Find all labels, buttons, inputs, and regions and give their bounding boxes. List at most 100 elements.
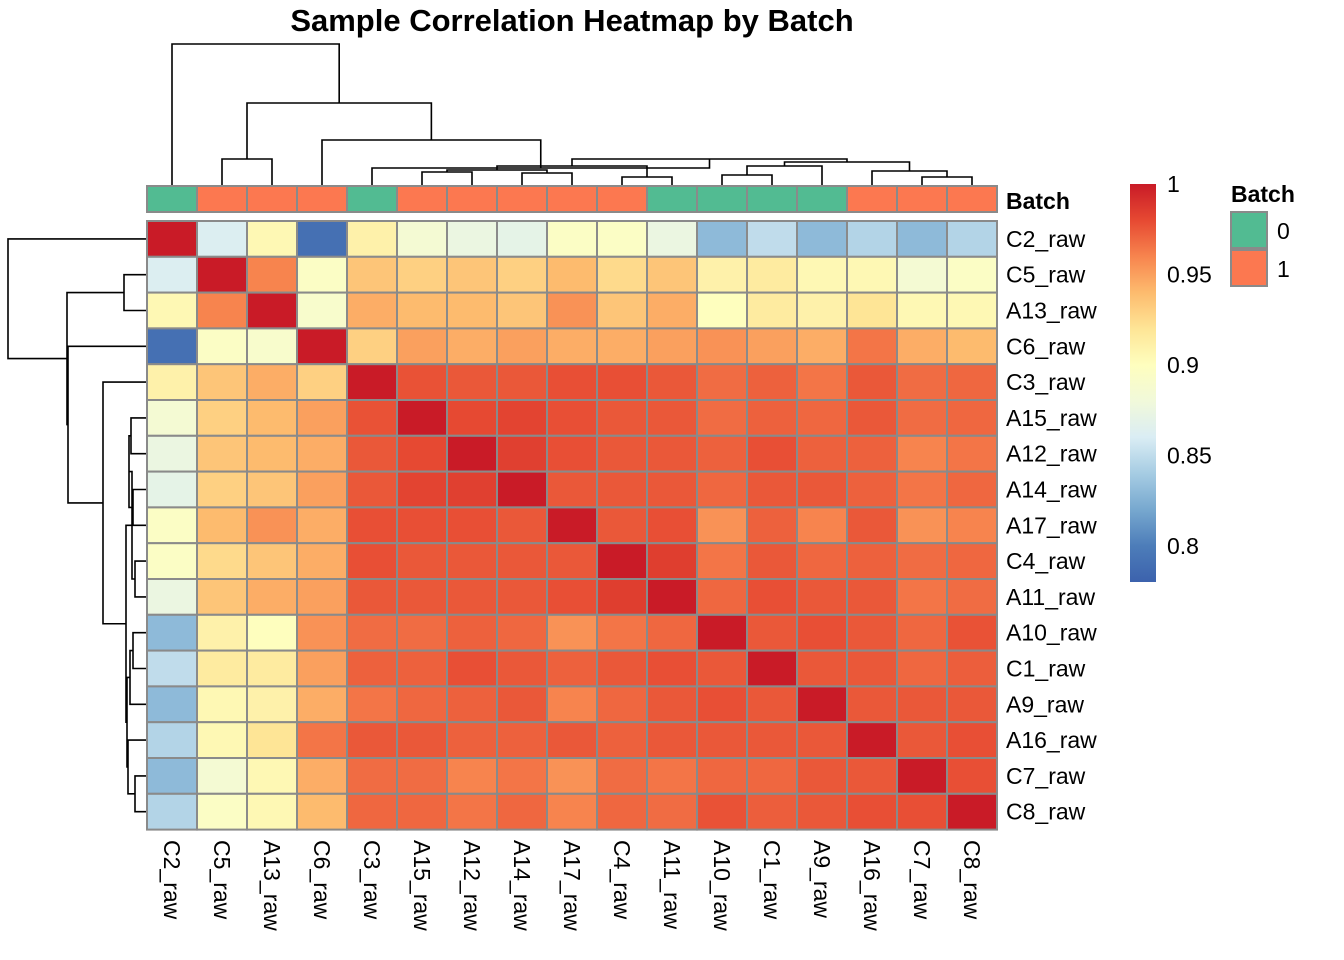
heatmap-cell bbox=[146, 363, 198, 402]
heatmap-cell bbox=[596, 506, 648, 545]
heatmap-cell bbox=[946, 685, 998, 724]
heatmap-cell bbox=[746, 685, 798, 724]
heatmap-cell bbox=[496, 542, 548, 581]
heatmap-cell bbox=[346, 399, 398, 437]
heatmap-cell bbox=[646, 649, 698, 688]
heatmap-cell bbox=[846, 721, 898, 760]
heatmap-cell bbox=[246, 721, 298, 760]
heatmap-cell bbox=[246, 255, 298, 294]
heatmap-cell bbox=[796, 291, 848, 330]
heatmap-cell bbox=[396, 578, 448, 616]
heatmap-cell bbox=[346, 792, 398, 831]
heatmap-cell bbox=[646, 470, 698, 509]
heatmap-cell bbox=[346, 613, 398, 652]
heatmap-cell bbox=[446, 327, 498, 366]
heatmap-cell bbox=[296, 470, 348, 509]
heatmap-cell bbox=[796, 220, 848, 258]
heatmap-cell bbox=[596, 255, 648, 294]
heatmap-cell bbox=[446, 792, 498, 831]
heatmap-cell bbox=[896, 542, 948, 581]
heatmap-cell bbox=[696, 220, 748, 258]
heatmap-cell bbox=[146, 649, 198, 688]
row-label: C7_raw bbox=[1006, 763, 1086, 789]
batch-annotation-cell bbox=[646, 185, 698, 213]
dendrogram-branch bbox=[130, 417, 147, 455]
batch-annotation-cell bbox=[146, 185, 198, 213]
dendrogram-branch bbox=[123, 273, 147, 312]
heatmap-cell bbox=[346, 470, 398, 509]
heatmap-cell bbox=[696, 792, 748, 831]
heatmap-cell bbox=[146, 613, 198, 652]
heatmap-cell bbox=[896, 399, 948, 437]
heatmap-cell bbox=[346, 327, 398, 366]
heatmap-cell bbox=[596, 470, 648, 509]
heatmap-cell bbox=[296, 399, 348, 437]
heatmap-cell bbox=[196, 291, 248, 330]
heatmap-cell bbox=[546, 291, 598, 330]
batch-legend-title: Batch bbox=[1231, 181, 1295, 207]
heatmap-cell bbox=[696, 291, 748, 330]
heatmap-cell bbox=[446, 721, 498, 760]
heatmap-cell bbox=[296, 792, 348, 831]
heatmap-cell bbox=[346, 542, 398, 581]
column-label: C3_raw bbox=[359, 840, 385, 920]
heatmap-cell bbox=[596, 578, 648, 616]
heatmap-cell bbox=[646, 363, 698, 402]
dendrogram-branch bbox=[134, 560, 147, 598]
heatmap-cell bbox=[296, 434, 348, 473]
batch-annotation-cell bbox=[496, 185, 548, 213]
heatmap-cell bbox=[646, 327, 698, 366]
heatmap-cell bbox=[846, 434, 898, 473]
heatmap-cell bbox=[896, 685, 948, 724]
column-label: A9_raw bbox=[809, 840, 835, 918]
heatmap-cell bbox=[846, 542, 898, 581]
row-label: A10_raw bbox=[1006, 620, 1097, 646]
batch-annotation-cell bbox=[246, 185, 298, 213]
heatmap-cell bbox=[896, 721, 948, 760]
heatmap-cell bbox=[596, 220, 648, 258]
heatmap-cell bbox=[496, 613, 548, 652]
heatmap-cell bbox=[796, 613, 848, 652]
heatmap-cell bbox=[696, 506, 748, 545]
heatmap-cell bbox=[696, 399, 748, 437]
heatmap-cell bbox=[896, 434, 948, 473]
heatmap-cell bbox=[496, 721, 548, 760]
heatmap-cell bbox=[196, 792, 248, 831]
heatmap-cell bbox=[596, 542, 648, 581]
color-scale-legend: 0.8 0.85 0.9 0.95 1 bbox=[1130, 171, 1212, 582]
heatmap-cell bbox=[246, 506, 298, 545]
heatmap-cell bbox=[846, 792, 898, 831]
heatmap-cell bbox=[646, 220, 698, 258]
heatmap-cell bbox=[246, 291, 298, 330]
heatmap-cell bbox=[396, 757, 448, 795]
heatmap-cell bbox=[646, 506, 698, 545]
heatmap-cell bbox=[296, 542, 348, 581]
heatmap-cell bbox=[746, 470, 798, 509]
heatmap-cell bbox=[696, 434, 748, 473]
heatmap-cell bbox=[396, 506, 448, 545]
heatmap-cell bbox=[846, 757, 898, 795]
heatmap-cell bbox=[296, 255, 348, 294]
heatmap-cell bbox=[346, 506, 398, 545]
heatmap-cell bbox=[796, 363, 848, 402]
heatmap-cell bbox=[546, 613, 598, 652]
batch-annotation-cell bbox=[546, 185, 598, 213]
color-scale-tick-label: 1 bbox=[1167, 171, 1180, 197]
dendrogram-branch bbox=[746, 165, 823, 186]
heatmap-cell bbox=[546, 757, 598, 795]
heatmap-cell bbox=[546, 721, 598, 760]
heatmap-cell bbox=[296, 721, 348, 760]
heatmap-cell bbox=[296, 685, 348, 724]
heatmap-cell bbox=[796, 470, 848, 509]
heatmap-cell bbox=[746, 363, 798, 402]
heatmap-cell bbox=[446, 542, 498, 581]
heatmap-cell bbox=[146, 220, 198, 258]
heatmap-cell bbox=[296, 363, 348, 402]
heatmap-cell bbox=[246, 613, 298, 652]
dendrogram-branch bbox=[66, 291, 124, 426]
heatmap-cell bbox=[146, 399, 198, 437]
heatmap-cell bbox=[396, 220, 448, 258]
heatmap-cell bbox=[646, 757, 698, 795]
dendrogram-branch bbox=[621, 176, 673, 186]
heatmap-cell bbox=[696, 363, 748, 402]
